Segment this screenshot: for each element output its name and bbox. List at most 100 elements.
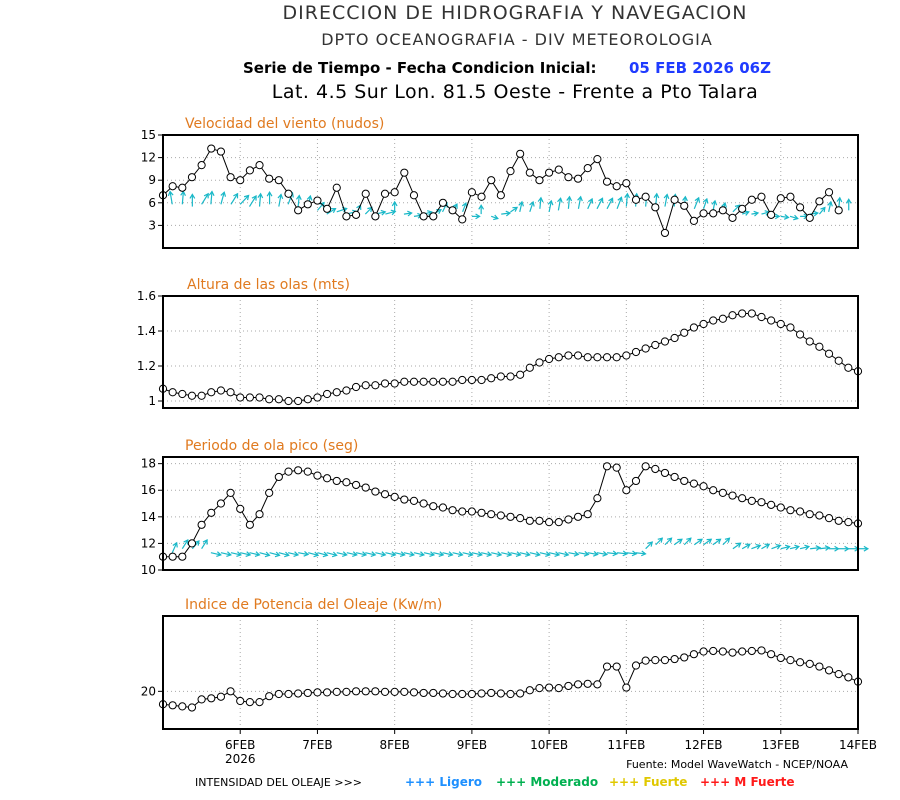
data-point bbox=[361, 381, 370, 390]
intensity-legend: +++ Ligero +++ Moderado +++ Fuerte +++ M Fu… bbox=[405, 775, 795, 789]
data-point bbox=[844, 363, 853, 372]
direction-arrow-head bbox=[226, 551, 232, 557]
data-point bbox=[631, 476, 641, 486]
direction-arrow bbox=[201, 193, 209, 205]
data-point bbox=[815, 197, 824, 206]
direction-arrow-head bbox=[608, 197, 614, 203]
direction-arrow bbox=[346, 552, 357, 556]
direction-arrow bbox=[269, 552, 280, 556]
data-point bbox=[458, 215, 467, 224]
direction-arrow-head bbox=[515, 551, 522, 557]
data-point bbox=[699, 482, 708, 491]
direction-arrow-head bbox=[535, 551, 541, 557]
data-point bbox=[738, 494, 747, 503]
y-tick-label: 14 bbox=[141, 510, 156, 524]
data-point bbox=[400, 377, 409, 386]
direction-arrow bbox=[519, 552, 530, 556]
data-point bbox=[477, 192, 486, 201]
direction-arrow-head bbox=[573, 550, 580, 557]
data-point bbox=[718, 206, 727, 215]
direction-arrow bbox=[501, 212, 511, 215]
panel-4: Indice de Potencia del Oleaje (Kw/m) 20 bbox=[141, 597, 863, 730]
direction-arrow bbox=[577, 196, 582, 209]
direction-arrow-head bbox=[277, 193, 284, 200]
data-point bbox=[216, 147, 226, 156]
data-point bbox=[651, 656, 660, 665]
panel-title: Altura de las olas (mts) bbox=[187, 277, 350, 293]
direction-arrow-head bbox=[721, 201, 727, 208]
legend-item: +++ Ligero bbox=[405, 775, 482, 789]
data-point bbox=[660, 656, 670, 665]
data-point bbox=[458, 375, 467, 385]
data-point bbox=[322, 688, 332, 697]
init-date: 05 FEB 2026 06Z bbox=[629, 59, 771, 77]
x-tick-label: 11FEB bbox=[607, 738, 645, 752]
legend-item: +++ M Fuerte bbox=[700, 775, 795, 789]
data-point bbox=[419, 499, 428, 508]
data-point bbox=[689, 216, 699, 225]
data-point bbox=[322, 204, 332, 213]
panel-2: Altura de las olas (mts) 1 1.2 1.4 1.6 bbox=[137, 277, 863, 409]
data-point bbox=[545, 354, 554, 364]
legend-item: +++ Moderado bbox=[496, 775, 598, 789]
direction-arrow bbox=[722, 537, 730, 546]
data-point bbox=[516, 514, 525, 523]
direction-arrow-head bbox=[380, 209, 387, 216]
direction-arrow bbox=[413, 552, 425, 556]
direction-arrow-head bbox=[202, 538, 208, 545]
data-point bbox=[573, 351, 583, 360]
direction-arrow bbox=[510, 552, 521, 556]
data-point bbox=[274, 176, 283, 185]
data-point bbox=[313, 471, 322, 480]
data-point bbox=[641, 192, 650, 201]
data-point bbox=[824, 188, 834, 197]
data-point bbox=[236, 504, 245, 513]
direction-arrow-head bbox=[815, 545, 822, 551]
direction-arrow bbox=[548, 552, 560, 556]
data-point bbox=[322, 474, 332, 483]
data-point bbox=[178, 552, 187, 561]
data-point bbox=[631, 661, 641, 670]
data-point bbox=[294, 466, 303, 475]
series-markers bbox=[158, 462, 863, 561]
direction-arrow-head bbox=[505, 210, 512, 217]
direction-arrow-head bbox=[764, 543, 771, 549]
y-tick-label: 18 bbox=[141, 457, 156, 471]
direction-arrow-head bbox=[753, 210, 760, 217]
direction-arrow bbox=[220, 192, 225, 205]
data-point bbox=[342, 687, 351, 696]
direction-arrow bbox=[664, 194, 668, 207]
data-point bbox=[303, 467, 312, 476]
direction-arrow bbox=[248, 195, 257, 207]
data-point bbox=[786, 506, 795, 515]
data-point bbox=[419, 377, 428, 386]
data-point bbox=[207, 694, 216, 703]
direction-arrow-head bbox=[486, 551, 493, 557]
direction-arrow-head bbox=[537, 196, 544, 203]
data-point bbox=[236, 696, 245, 706]
direction-arrow-head bbox=[370, 551, 377, 557]
direction-arrow bbox=[673, 538, 683, 546]
direction-arrow-head bbox=[407, 210, 413, 217]
direction-arrow-head bbox=[266, 191, 273, 197]
data-point bbox=[265, 692, 274, 701]
data-point bbox=[168, 388, 177, 397]
data-point bbox=[168, 552, 177, 561]
data-point bbox=[351, 480, 361, 490]
data-point bbox=[815, 511, 824, 520]
data-point bbox=[226, 173, 235, 182]
data-point bbox=[178, 702, 187, 711]
data-point bbox=[738, 204, 747, 213]
data-point bbox=[583, 164, 592, 173]
data-point bbox=[641, 462, 650, 471]
direction-arrow bbox=[181, 539, 189, 550]
data-point bbox=[747, 646, 756, 656]
direction-arrow bbox=[239, 195, 250, 205]
direction-arrow bbox=[732, 542, 741, 550]
data-point bbox=[593, 353, 602, 362]
data-point bbox=[728, 311, 737, 320]
direction-arrow-head bbox=[834, 545, 840, 552]
direction-arrow bbox=[539, 197, 542, 209]
x-tick-label: 14FEB bbox=[839, 738, 877, 752]
data-point bbox=[786, 323, 795, 332]
